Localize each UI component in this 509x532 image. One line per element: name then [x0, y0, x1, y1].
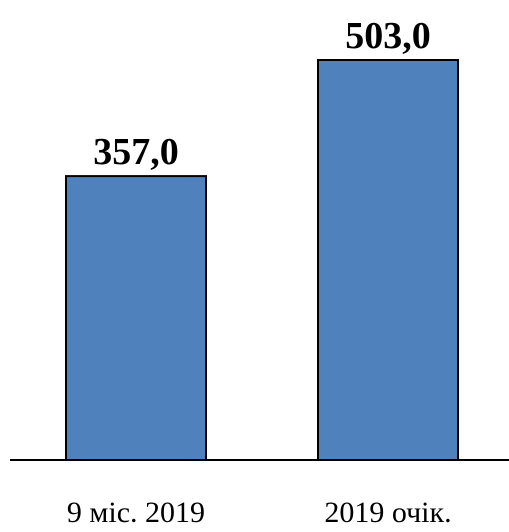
category-label-group: 9 міс. 2019 2019 очік. [67, 496, 452, 529]
value-label-group: 357,0 503,0 [93, 15, 431, 173]
bar-2 [317, 59, 459, 461]
value-label-1: 357,0 [93, 131, 179, 173]
bar-group [65, 59, 459, 461]
value-label-2: 503,0 [345, 15, 431, 57]
category-label-1: 9 міс. 2019 [67, 496, 205, 529]
bar-1 [65, 175, 207, 461]
category-label-2: 2019 очік. [324, 496, 451, 529]
